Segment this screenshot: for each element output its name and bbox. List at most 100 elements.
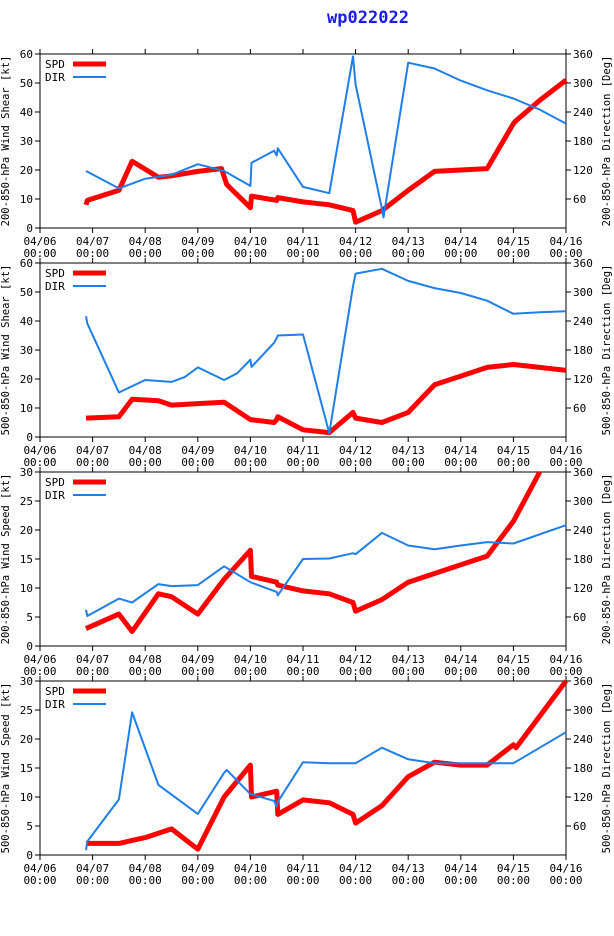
x-tick-label-date: 04/12 (339, 444, 372, 457)
y-tick-label: 25 (20, 495, 33, 508)
x-tick-label-date: 04/07 (76, 653, 109, 666)
series-line-dir (85, 711, 567, 851)
y2-tick-label: 60 (573, 611, 586, 624)
x-tick-label-time: 00:00 (392, 456, 425, 469)
x-tick-label-date: 04/10 (234, 862, 267, 875)
y2-tick-label: 180 (573, 762, 593, 775)
x-tick-label-time: 00:00 (129, 247, 162, 260)
legend-label-dir: DIR (45, 71, 65, 84)
y-tick-label: 60 (20, 257, 33, 270)
x-tick-label-date: 04/14 (444, 653, 477, 666)
x-tick-label-date: 04/08 (129, 444, 162, 457)
legend-label-dir: DIR (45, 698, 65, 711)
series-line-spd (83, 78, 568, 225)
x-tick-label-time: 00:00 (497, 874, 530, 887)
y-axis-label: 200-850-hPa Wind Speed [kt] (0, 474, 12, 645)
y-axis-label: 200-850-hPa Wind Shear [kt] (0, 56, 12, 227)
x-tick-label-date: 04/15 (497, 444, 530, 457)
y-tick-label: 10 (20, 193, 33, 206)
y2-tick-label: 360 (573, 675, 593, 688)
y2-tick-label: 180 (573, 553, 593, 566)
y-tick-label: 50 (20, 286, 33, 299)
y-axis-label: 500-850-hPa Wind Speed [kt] (0, 683, 12, 854)
x-tick-label-time: 00:00 (549, 456, 582, 469)
plot-frame (39, 680, 567, 856)
x-tick-label-date: 04/09 (181, 235, 214, 248)
y-tick-label: 30 (20, 675, 33, 688)
x-tick-label-time: 00:00 (339, 874, 372, 887)
series-line-spd (84, 470, 542, 634)
x-tick-label-date: 04/07 (76, 235, 109, 248)
y2-tick-label: 300 (573, 77, 593, 90)
x-tick-label-time: 00:00 (23, 874, 56, 887)
y-tick-label: 20 (20, 733, 33, 746)
x-tick-label-date: 04/10 (234, 653, 267, 666)
series-line-spd (85, 362, 567, 436)
x-tick-label-date: 04/07 (76, 444, 109, 457)
chart-panel-1: 04/0600:0004/0700:0004/0800:0004/0900:00… (0, 48, 613, 260)
x-tick-label-time: 00:00 (339, 247, 372, 260)
y2-tick-label: 240 (573, 733, 593, 746)
y2-tick-label: 360 (573, 48, 593, 61)
x-tick-label-date: 04/16 (549, 862, 582, 875)
y-tick-label: 10 (20, 582, 33, 595)
x-tick-label-date: 04/11 (286, 862, 319, 875)
x-tick-label-date: 04/13 (392, 235, 425, 248)
x-tick-label-date: 04/11 (286, 444, 319, 457)
x-tick-label-date: 04/10 (234, 235, 267, 248)
x-tick-label-date: 04/11 (286, 235, 319, 248)
x-tick-label-time: 00:00 (234, 247, 267, 260)
y-tick-label: 0 (26, 222, 33, 235)
x-tick-label-date: 04/15 (497, 653, 530, 666)
x-tick-label-time: 00:00 (549, 247, 582, 260)
x-tick-label-time: 00:00 (444, 665, 477, 678)
x-tick-label-time: 00:00 (76, 665, 109, 678)
x-tick-label-date: 04/06 (23, 862, 56, 875)
x-tick-label-date: 04/08 (129, 235, 162, 248)
x-tick-label-time: 00:00 (444, 456, 477, 469)
y2-tick-label: 300 (573, 495, 593, 508)
y-tick-label: 25 (20, 704, 33, 717)
y2-tick-label: 240 (573, 524, 593, 537)
x-tick-label-time: 00:00 (444, 247, 477, 260)
y2-tick-label: 60 (573, 402, 586, 415)
x-tick-label-time: 00:00 (181, 874, 214, 887)
x-tick-label-date: 04/13 (392, 444, 425, 457)
x-tick-label-time: 00:00 (129, 456, 162, 469)
y2-tick-label: 180 (573, 135, 593, 148)
x-tick-label-time: 00:00 (286, 247, 319, 260)
y2-tick-label: 360 (573, 466, 593, 479)
x-tick-label-date: 04/09 (181, 444, 214, 457)
y-tick-label: 30 (20, 466, 33, 479)
x-tick-label-date: 04/12 (339, 653, 372, 666)
x-tick-label-time: 00:00 (234, 874, 267, 887)
legend-label-dir: DIR (45, 280, 65, 293)
chart-panel-4: 04/0600:0004/0700:0004/0800:0004/0900:00… (0, 675, 613, 887)
legend-label-dir: DIR (45, 489, 65, 502)
y2-tick-label: 60 (573, 193, 586, 206)
legend-label-spd: SPD (45, 476, 65, 489)
x-tick-label-time: 00:00 (497, 665, 530, 678)
y-tick-label: 30 (20, 344, 33, 357)
legend-label-spd: SPD (45, 685, 65, 698)
chart-title: wp022022 (327, 8, 409, 28)
x-tick-label-date: 04/10 (234, 444, 267, 457)
y-tick-label: 40 (20, 315, 33, 328)
x-tick-label-date: 04/12 (339, 862, 372, 875)
y-tick-label: 15 (20, 762, 33, 775)
x-tick-label-date: 04/16 (549, 444, 582, 457)
x-tick-label-time: 00:00 (339, 456, 372, 469)
x-tick-label-date: 04/12 (339, 235, 372, 248)
y2-axis-label: 500-850-hPa Direction [Deg] (601, 683, 613, 854)
x-tick-label-time: 00:00 (181, 456, 214, 469)
y2-tick-label: 360 (573, 257, 593, 270)
x-tick-label-time: 00:00 (76, 874, 109, 887)
x-tick-label-time: 00:00 (549, 874, 582, 887)
x-tick-label-time: 00:00 (392, 247, 425, 260)
x-tick-label-date: 04/13 (392, 862, 425, 875)
y2-tick-label: 180 (573, 344, 593, 357)
y-tick-label: 5 (26, 611, 33, 624)
y-tick-label: 10 (20, 791, 33, 804)
x-tick-label-date: 04/15 (497, 235, 530, 248)
legend-label-spd: SPD (45, 58, 65, 71)
